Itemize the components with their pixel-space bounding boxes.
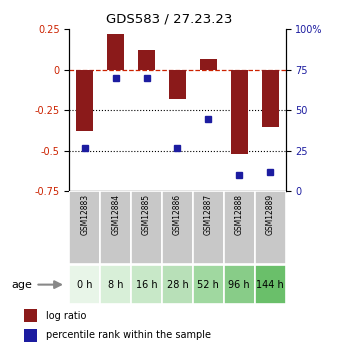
Text: 96 h: 96 h [228, 280, 250, 289]
Text: 52 h: 52 h [197, 280, 219, 289]
Bar [100, 191, 131, 264]
Bar [24, 329, 37, 342]
Text: GSM12887: GSM12887 [204, 194, 213, 235]
Text: GSM12883: GSM12883 [80, 194, 89, 235]
Bar [193, 265, 224, 305]
Bar [231, 70, 248, 154]
Text: GSM12885: GSM12885 [142, 194, 151, 235]
Bar [24, 309, 37, 322]
Text: 16 h: 16 h [136, 280, 158, 289]
Bar [255, 265, 286, 305]
Bar [100, 265, 131, 305]
Bar [262, 70, 279, 127]
Bar [69, 265, 100, 305]
Bar [69, 191, 100, 264]
Text: 144 h: 144 h [256, 280, 284, 289]
Bar [193, 191, 224, 264]
Text: percentile rank within the sample: percentile rank within the sample [46, 331, 211, 341]
Bar [131, 265, 162, 305]
Text: GSM12889: GSM12889 [266, 194, 275, 235]
Text: age: age [12, 280, 33, 289]
Text: 8 h: 8 h [108, 280, 123, 289]
Bar [162, 265, 193, 305]
Bar [224, 191, 255, 264]
Text: 28 h: 28 h [167, 280, 188, 289]
Bar [224, 265, 255, 305]
Bar [131, 191, 162, 264]
Text: log ratio: log ratio [46, 310, 86, 321]
Text: GSM12886: GSM12886 [173, 194, 182, 235]
Text: GSM12888: GSM12888 [235, 194, 244, 235]
Bar [162, 191, 193, 264]
Bar [169, 70, 186, 99]
Bar [107, 34, 124, 70]
Text: 0 h: 0 h [77, 280, 93, 289]
Bar [200, 59, 217, 70]
Bar [138, 50, 155, 70]
Text: GDS583 / 27.23.23: GDS583 / 27.23.23 [106, 12, 232, 25]
Bar [255, 191, 286, 264]
Text: GSM12884: GSM12884 [111, 194, 120, 235]
Bar [76, 70, 93, 131]
